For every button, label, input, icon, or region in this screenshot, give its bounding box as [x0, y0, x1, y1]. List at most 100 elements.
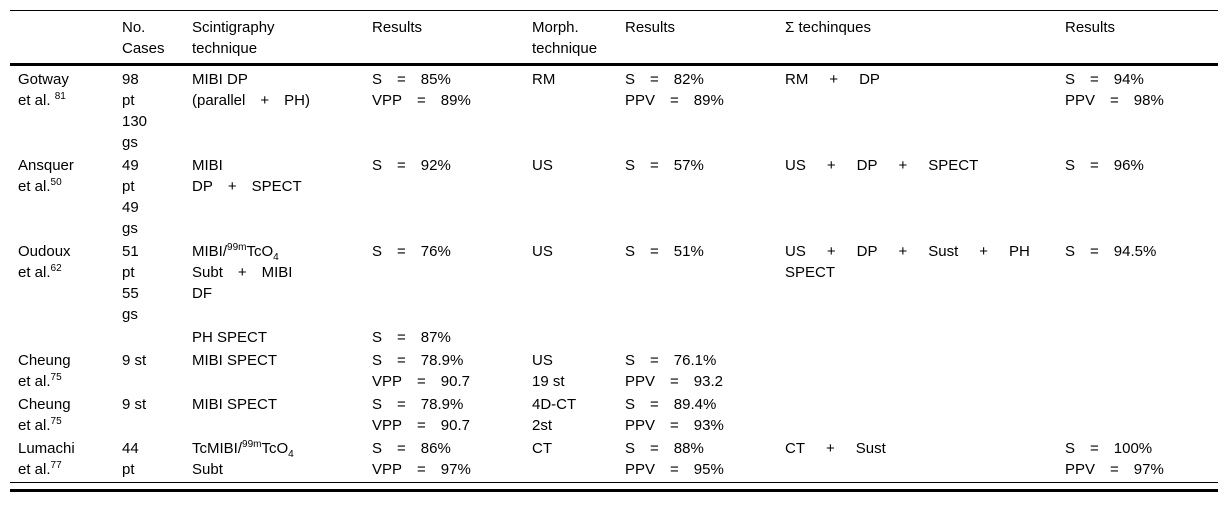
text-chunk: +	[260, 90, 269, 111]
text-segment: 2st	[532, 417, 553, 434]
text-chunk: 19 st	[532, 371, 565, 392]
text-segment: +	[979, 243, 988, 260]
text-segment: gs	[122, 306, 138, 323]
text-segment: =	[397, 329, 406, 346]
text-chunk: 76%	[421, 241, 451, 262]
text-chunk: +	[979, 241, 988, 262]
text-segment: =	[417, 373, 426, 390]
text-chunk: VPP	[372, 371, 402, 392]
cell-line: S = 89.4%	[625, 394, 779, 415]
text-segment: S	[625, 396, 636, 413]
text-segment: US	[532, 157, 553, 174]
cell-res1: S = 92%	[372, 155, 532, 176]
sup-text: 75	[50, 372, 62, 383]
header-label: Results	[1065, 19, 1116, 36]
cell-line: pt	[122, 176, 186, 197]
text-chunk: RM	[785, 69, 808, 90]
text-chunk: VPP	[372, 459, 402, 480]
text-segment: MIBI	[192, 157, 223, 174]
text-chunk: et al. 81	[18, 90, 66, 111]
text-segment: =	[417, 92, 426, 109]
text-chunk: Subt	[192, 262, 223, 283]
text-chunk: US	[532, 155, 553, 176]
text-chunk: 44	[122, 438, 139, 459]
text-chunk: VPP	[372, 90, 402, 111]
text-segment: =	[650, 352, 659, 369]
bottom-rule-thin	[10, 482, 1218, 483]
text-chunk: S	[1065, 438, 1075, 459]
text-segment: S	[372, 440, 383, 457]
text-segment: =	[650, 440, 659, 457]
text-chunk: DP	[859, 69, 880, 90]
text-chunk: 90.7	[441, 415, 470, 436]
cell-line: 49	[122, 197, 186, 218]
text-segment: DP	[856, 243, 878, 260]
cell-res1: S = 85% VPP = 89%	[372, 69, 532, 111]
text-segment: S	[372, 71, 383, 88]
text-chunk: =	[650, 155, 659, 176]
text-chunk: =	[397, 155, 406, 176]
text-chunk: PH SPECT	[192, 327, 267, 348]
cell-line: gs	[122, 304, 186, 325]
text-chunk: S	[372, 241, 382, 262]
text-segment: PH SPECT	[192, 329, 268, 346]
cell-line: VPP = 90.7	[372, 371, 526, 392]
text-chunk: 49	[122, 197, 139, 218]
cell-line: VPP = 97%	[372, 459, 526, 480]
text-chunk: RM	[532, 69, 555, 90]
text-chunk: SPECT	[785, 262, 835, 283]
cell-line: Oudoux	[18, 241, 116, 262]
cell-line: S = 88%	[625, 438, 779, 459]
text-segment: 89%	[693, 92, 724, 109]
cell-scint: MIBI SPECT	[192, 350, 372, 371]
text-segment: 98	[122, 71, 139, 88]
text-segment: 78.9%	[420, 352, 464, 369]
cell-line: Subt + MIBI	[192, 262, 366, 283]
text-chunk: =	[1110, 90, 1119, 111]
text-segment: S	[625, 71, 636, 88]
text-chunk: DP	[857, 241, 878, 262]
text-chunk: =	[670, 459, 679, 480]
text-segment: =	[1090, 157, 1099, 174]
cell-line: S = 82%	[625, 69, 779, 90]
cell-line: Ansquer	[18, 155, 116, 176]
cell-scint: MIBI DP + SPECT	[192, 155, 372, 197]
cell-line: MIBI	[192, 155, 366, 176]
text-chunk: PPV	[625, 459, 655, 480]
header-label	[18, 17, 116, 38]
cell-line: PPV = 95%	[625, 459, 779, 480]
cell-sigma: CT + Sust	[785, 438, 1065, 459]
text-chunk: =	[417, 459, 426, 480]
text-chunk: Ansquer	[18, 155, 74, 176]
text-chunk: gs	[122, 218, 138, 239]
text-chunk: Cheung	[18, 350, 71, 371]
text-chunk: =	[650, 69, 659, 90]
cell-sigma: RM + DP	[785, 69, 1065, 90]
text-chunk: =	[417, 90, 426, 111]
text-segment: =	[397, 157, 406, 174]
text-segment: Subt	[192, 264, 223, 281]
bottom-rule-thick	[10, 489, 1218, 492]
text-chunk: 89%	[441, 90, 471, 111]
text-chunk: =	[1090, 155, 1099, 176]
text-segment: =	[1090, 71, 1099, 88]
table-row: Gotway et al. 81 98 pt 130 gs MIBI DP (parallel…	[10, 69, 1218, 153]
text-chunk: 4D-CT	[532, 394, 576, 415]
cell-line: pt	[122, 90, 186, 111]
text-segment: +	[898, 157, 908, 174]
header-study	[10, 17, 122, 38]
text-chunk: PPV	[1065, 90, 1095, 111]
text-chunk: =	[1090, 241, 1099, 262]
cell-line: gs	[122, 132, 186, 153]
header-label: No.	[122, 19, 146, 36]
text-chunk: CT	[532, 438, 552, 459]
text-chunk: 97%	[441, 459, 471, 480]
text-chunk: S	[372, 327, 382, 348]
cell-line: S = 94.5%	[1065, 241, 1202, 262]
text-segment: PPV	[625, 461, 656, 478]
text-segment: DF	[192, 285, 212, 302]
text-chunk: 89.4%	[674, 394, 717, 415]
text-segment: 93%	[693, 417, 724, 434]
sup-text: 77	[50, 460, 62, 471]
text-chunk: et al.62	[18, 262, 62, 283]
